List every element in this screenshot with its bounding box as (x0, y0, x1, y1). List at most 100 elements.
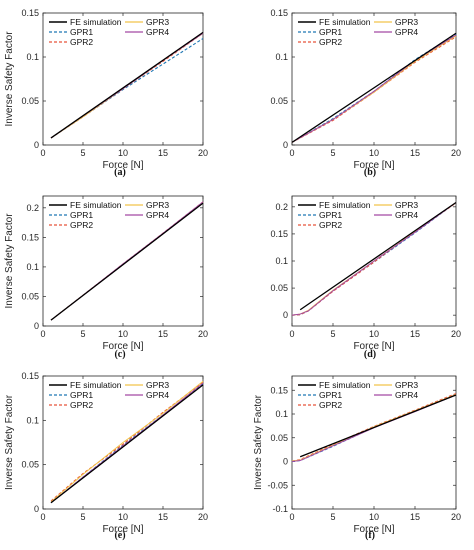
legend-entry: FE simulation (70, 380, 122, 390)
series-line-fe-simulation (299, 201, 457, 311)
panel-label: (a) (114, 167, 126, 178)
x-tick-label: 5 (330, 329, 335, 339)
x-axis-label: Force [N] (102, 524, 143, 535)
legend-entry: GPR2 (319, 400, 342, 410)
legend-entry: FE simulation (319, 380, 371, 390)
x-axis-label: Force [N] (353, 524, 394, 535)
y-tick-label: 0 (283, 310, 288, 320)
y-axis-label: Inverse Safety Factor (253, 394, 264, 490)
y-tick-label: -0.1 (272, 504, 288, 514)
legend-entry: GPR3 (146, 17, 169, 27)
y-tick-label: 0.05 (21, 291, 39, 301)
legend-entry: GPR3 (395, 17, 418, 27)
series-line-fe-simulation (50, 384, 204, 504)
chart-panel: 0 5 10 15 20 0 0.05 0.1 0.15 0.2 Force [N] FE simul… (270, 195, 461, 360)
x-axis-label: Force [N] (353, 160, 394, 171)
legend-entry: FE simulation (70, 200, 122, 210)
series-line-gpr3 (50, 380, 204, 503)
legend-entry: GPR4 (395, 210, 418, 220)
legend-entry: GPR2 (70, 400, 93, 410)
y-tick-label: 0.05 (270, 433, 288, 443)
y-tick-label: 0.05 (270, 96, 288, 106)
chart-panel: 0 5 10 15 20 0 0.05 0.1 0.15 Force [N] Inverse Saf… (4, 8, 208, 178)
x-tick-label: 0 (289, 512, 294, 522)
y-tick-label: 0 (283, 140, 288, 150)
panel-label: (e) (114, 530, 125, 541)
axes-box (291, 12, 457, 146)
x-tick-label: 5 (80, 148, 85, 158)
y-tick-label: 0 (34, 321, 39, 331)
legend-entry: FE simulation (70, 17, 122, 27)
y-tick-label: 0.1 (26, 52, 39, 62)
chart-panel: 0 5 10 15 20 0 0.05 0.1 0.15 Force [N] FE simulati… (270, 8, 461, 178)
x-axis-label: Force [N] (102, 160, 143, 171)
x-tick-label: 10 (118, 329, 128, 339)
legend-entry: FE simulation (319, 17, 371, 27)
y-tick-label: 0.1 (275, 52, 288, 62)
legend-entry: GPR2 (70, 220, 93, 230)
y-axis-label: Inverse Safety Factor (4, 213, 15, 309)
y-tick-label: 0.15 (270, 229, 288, 239)
x-tick-label: 15 (410, 512, 420, 522)
series-line-fe-simulation (50, 31, 204, 139)
x-tick-label: 0 (40, 329, 45, 339)
legend-entry: FE simulation (319, 200, 371, 210)
chart-panel: 0 5 10 15 20 0 0.05 0.1 0.15 0.2 Force [N] Inverse … (4, 195, 208, 360)
y-tick-label: 0.1 (275, 256, 288, 266)
series-line-fe-simulation (50, 202, 204, 321)
y-tick-label: 0 (34, 504, 39, 514)
x-tick-label: 20 (451, 148, 461, 158)
legend-entry: GPR3 (146, 380, 169, 390)
x-axis-label: Force [N] (353, 341, 394, 352)
y-tick-label: -0.05 (267, 480, 288, 490)
y-tick-label: 0.05 (270, 283, 288, 293)
series-line-fe-simulation (291, 32, 457, 143)
x-tick-label: 5 (80, 329, 85, 339)
chart-panel: 0 5 10 15 20 0 0.05 0.1 0.15 Force [N] Inverse Saf… (4, 371, 208, 541)
x-tick-label: 10 (369, 329, 379, 339)
legend-entry: GPR4 (146, 210, 169, 220)
y-tick-label: 0.15 (270, 385, 288, 395)
x-axis-label: Force [N] (102, 341, 143, 352)
legend-entry: GPR3 (146, 200, 169, 210)
x-tick-label: 10 (369, 512, 379, 522)
legend-entry: GPR2 (70, 37, 93, 47)
legend-entry: GPR1 (70, 210, 93, 220)
x-tick-label: 5 (330, 148, 335, 158)
x-tick-label: 15 (158, 512, 168, 522)
legend-entry: GPR4 (395, 390, 418, 400)
x-tick-label: 5 (80, 512, 85, 522)
x-tick-label: 20 (198, 329, 208, 339)
series-line-gpr4 (291, 202, 457, 316)
y-tick-label: 0.15 (270, 8, 288, 18)
legend-entry: GPR4 (146, 390, 169, 400)
y-axis-label: Inverse Safety Factor (4, 394, 15, 490)
y-tick-label: 0.1 (26, 415, 39, 425)
y-tick-label: 0.05 (21, 460, 39, 470)
x-tick-label: 0 (289, 148, 294, 158)
legend-entry: GPR4 (395, 27, 418, 37)
axes-box (42, 12, 204, 146)
legend-entry: GPR1 (70, 27, 93, 37)
x-tick-label: 0 (40, 148, 45, 158)
x-tick-label: 20 (451, 512, 461, 522)
panel-label: (b) (364, 167, 376, 178)
x-tick-label: 20 (451, 329, 461, 339)
x-tick-label: 20 (198, 512, 208, 522)
legend-entry: GPR3 (395, 380, 418, 390)
legend-entry: GPR2 (319, 220, 342, 230)
series-line-gpr2 (50, 381, 204, 502)
x-tick-label: 10 (118, 148, 128, 158)
legend-entry: GPR1 (319, 210, 342, 220)
panel-label: (d) (364, 349, 376, 360)
y-tick-label: 0.15 (21, 232, 39, 242)
y-tick-label: 0.1 (26, 262, 39, 272)
series-line-fe-simulation (299, 394, 457, 458)
x-tick-label: 20 (198, 148, 208, 158)
x-tick-label: 0 (40, 512, 45, 522)
x-tick-label: 15 (410, 329, 420, 339)
x-tick-label: 10 (369, 148, 379, 158)
x-tick-label: 15 (158, 148, 168, 158)
axes-box (42, 195, 204, 327)
